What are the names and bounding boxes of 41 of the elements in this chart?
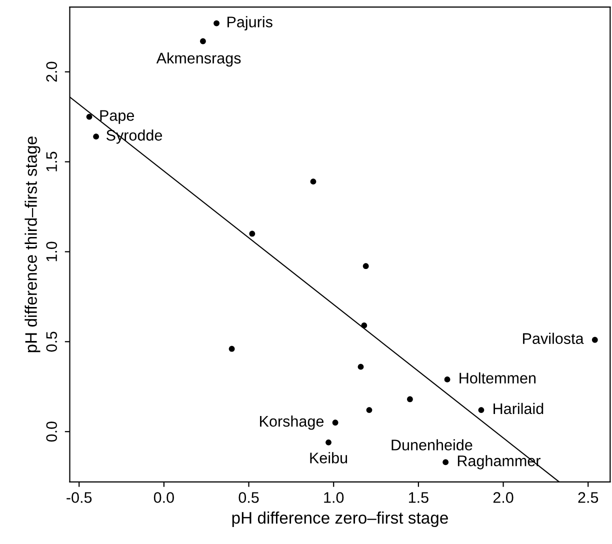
point — [442, 459, 449, 466]
annotation: Pavilosta — [523, 332, 584, 344]
point — [214, 20, 220, 26]
point — [478, 407, 484, 413]
x-tick-label: 0.0 — [154, 492, 174, 503]
point — [93, 134, 100, 140]
point — [444, 376, 450, 382]
point — [200, 38, 206, 44]
point — [332, 420, 338, 426]
point — [86, 114, 92, 120]
annotation: Dunenheide — [392, 439, 472, 450]
annotation: Holtemmen — [460, 372, 536, 384]
point — [407, 396, 413, 402]
annotation: Korshage — [260, 416, 324, 430]
y-tick-label: 0.5 — [46, 332, 58, 352]
point — [366, 407, 372, 413]
y-tick-label: 2.0 — [46, 62, 58, 82]
y-tick-label: 1.0 — [46, 242, 58, 262]
annotation: Keibu — [310, 452, 348, 464]
annotation: Pajuris — [228, 16, 272, 30]
point — [326, 439, 332, 446]
point — [361, 322, 368, 328]
point — [362, 263, 369, 270]
point — [249, 230, 256, 237]
annotation: Akmensrags — [156, 52, 241, 67]
annotation: Pape — [100, 110, 134, 124]
x-tick-label: 2.0 — [493, 492, 514, 503]
x-axis-title: pH difference zero–first stage — [232, 512, 448, 528]
y-tick-label: 1.5 — [46, 152, 58, 172]
point — [592, 336, 598, 343]
annotation: Harilaid — [494, 402, 544, 414]
point — [358, 364, 364, 370]
x-tick-label: 1.0 — [324, 492, 344, 503]
x-tick-label: 0.5 — [238, 492, 259, 503]
x-tick-label: 1.5 — [408, 492, 428, 503]
point — [228, 346, 235, 352]
x-tick-label: 2.5 — [578, 492, 598, 503]
y-axis-title: pH difference third–first stage — [24, 136, 40, 352]
x-tick-label: -0.5 — [66, 492, 92, 503]
point — [310, 178, 316, 185]
y-tick-label: 0.0 — [46, 422, 58, 442]
